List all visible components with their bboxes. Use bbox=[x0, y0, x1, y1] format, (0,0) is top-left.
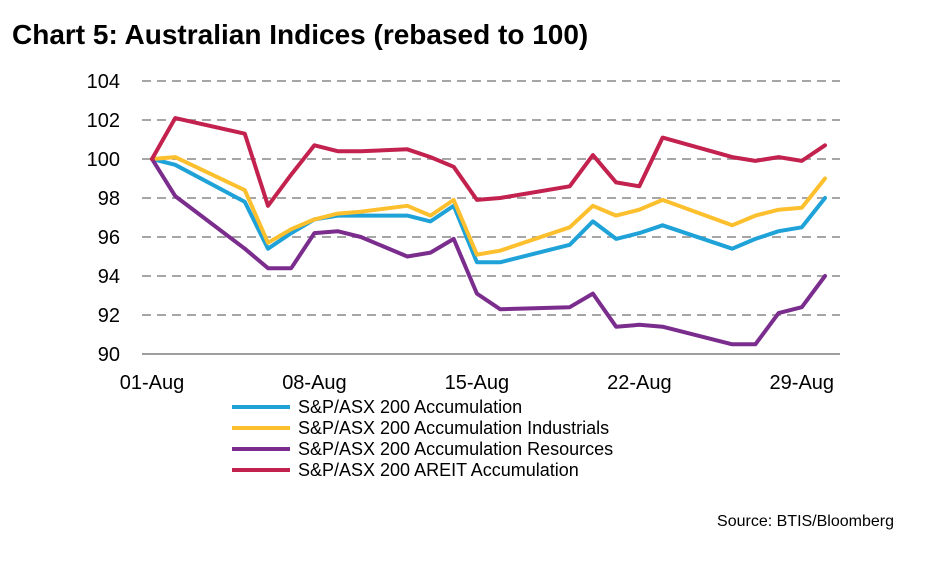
y-axis-ticks: 90 92 94 96 98 100 102 104 bbox=[87, 71, 120, 366]
y-tick-label: 98 bbox=[98, 188, 120, 210]
x-tick-label: 08-Aug bbox=[282, 372, 347, 394]
x-tick-label: 01-Aug bbox=[120, 372, 185, 394]
series-line-1 bbox=[150, 157, 827, 265]
x-axis-ticks: 01-Aug 08-Aug 15-Aug 22-Aug 29-Aug bbox=[120, 372, 834, 394]
source-note: Source: BTIS/Bloomberg bbox=[717, 513, 894, 530]
series-layer bbox=[150, 116, 827, 347]
legend-label: S&P/ASX 200 Accumulation Resources bbox=[298, 439, 613, 459]
legend-label: S&P/ASX 200 AREIT Accumulation bbox=[298, 460, 579, 480]
y-tick-label: 90 bbox=[98, 344, 120, 366]
y-tick-label: 92 bbox=[98, 305, 120, 327]
y-tick-label: 104 bbox=[87, 71, 120, 93]
y-tick-label: 96 bbox=[98, 227, 120, 249]
y-tick-label: 94 bbox=[98, 266, 120, 288]
y-tick-label: 100 bbox=[87, 149, 120, 171]
series-line-4 bbox=[150, 116, 827, 208]
x-tick-label: 22-Aug bbox=[607, 372, 672, 394]
legend-label: S&P/ASX 200 Accumulation bbox=[298, 397, 522, 417]
x-tick-label: 15-Aug bbox=[445, 372, 510, 394]
y-tick-label: 102 bbox=[87, 110, 120, 132]
chart-title: Chart 5: Australian Indices (rebased to … bbox=[12, 19, 588, 50]
x-tick-label: 29-Aug bbox=[770, 372, 835, 394]
series-line-2 bbox=[150, 155, 827, 257]
series-line-3 bbox=[150, 157, 827, 347]
legend-label: S&P/ASX 200 Accumulation Industrials bbox=[298, 418, 609, 438]
